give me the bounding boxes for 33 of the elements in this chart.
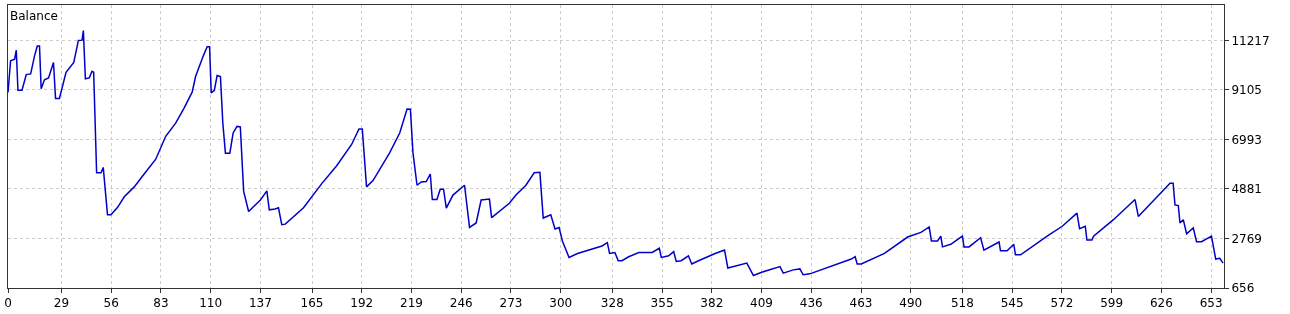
x-tick-label: 83 (153, 296, 169, 311)
x-tick-label: 328 (600, 296, 624, 311)
x-tick-label: 626 (1149, 296, 1173, 311)
x-tick-label: 219 (400, 296, 423, 311)
x-tick-label: 409 (750, 296, 773, 311)
x-tick-label: 490 (899, 296, 923, 311)
x-tick-label: 110 (199, 296, 223, 311)
x-tick-label: 355 (650, 296, 674, 311)
x-tick-label: 165 (300, 296, 324, 311)
y-tick-label: 4881 (1231, 182, 1262, 197)
x-tick-label: 518 (950, 296, 974, 311)
x-tick-label: 436 (799, 296, 823, 311)
x-tick-label: 300 (549, 296, 573, 311)
y-tick-label: 6993 (1231, 132, 1262, 147)
x-tick-label: 137 (248, 296, 272, 311)
chart-title: Balance (10, 9, 58, 24)
x-tick-label: 653 (1199, 296, 1223, 311)
y-tick-label: 656 (1231, 281, 1255, 296)
x-tick-label: 545 (1000, 296, 1024, 311)
y-tick-label: 9105 (1231, 83, 1262, 98)
x-tick-label: 382 (700, 296, 724, 311)
x-tick-label: 0 (4, 296, 12, 311)
x-tick-label: 29 (53, 296, 70, 311)
x-tick-label: 56 (103, 296, 119, 311)
line-series (8, 29, 1224, 277)
x-tick-label: 273 (499, 296, 523, 311)
x-tick-label: 572 (1050, 296, 1074, 311)
x-tick-label: 192 (350, 296, 374, 311)
x-tick-label: 463 (849, 296, 873, 311)
x-tick-label: 246 (449, 296, 473, 311)
y-tick-label: 2769 (1231, 231, 1262, 246)
x-tick-label: 599 (1100, 296, 1124, 311)
y-tick-label: 11217 (1231, 33, 1270, 48)
